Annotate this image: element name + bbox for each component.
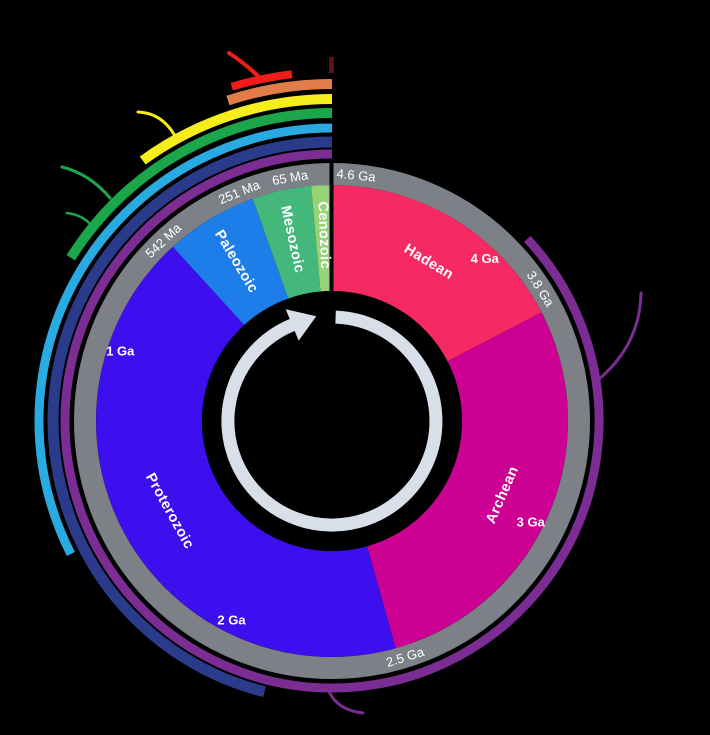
- wedge-cenozoic: [311, 184, 332, 292]
- orange-period-arc: [226, 79, 333, 106]
- rotation-arrow: [221, 310, 443, 532]
- green-leader-upper: [60, 165, 112, 200]
- red-period-arc: [230, 70, 293, 91]
- yellow-leader: [136, 110, 177, 138]
- label-age-4-ga: 4 Ga: [471, 251, 500, 266]
- purple-period-arc: [60, 149, 604, 693]
- purple-leader-bottom: [326, 687, 365, 715]
- wedge-paleozoic: [172, 198, 289, 325]
- purple-leader-right: [596, 291, 643, 382]
- green-leader-lower: [65, 211, 94, 228]
- cyan-period-arc: [34, 123, 333, 557]
- navy-period-arc: [47, 136, 333, 698]
- wedge-mesozoic: [252, 185, 321, 299]
- label-age-3-ga: 3 Ga: [517, 515, 546, 530]
- rotation-arrow-head: [285, 309, 317, 341]
- yellow-period-arc: [139, 94, 333, 165]
- label-boundary-65-ma: 65 Ma: [271, 167, 310, 188]
- label-boundary-4-6-ga: 4.6 Ga: [336, 166, 377, 185]
- label-age-2-ga: 2 Ga: [217, 613, 246, 628]
- red-leader: [227, 51, 260, 78]
- wedge-proterozoic: [96, 246, 396, 657]
- clock-center-hole: [202, 291, 462, 551]
- label-era-cenozoic: Cenozoic: [314, 201, 333, 269]
- label-age-1-ga: 1 Ga: [106, 344, 135, 359]
- green-period-arc: [66, 108, 333, 261]
- wedge-archean: [367, 312, 568, 649]
- wedge-hadean: [332, 185, 542, 362]
